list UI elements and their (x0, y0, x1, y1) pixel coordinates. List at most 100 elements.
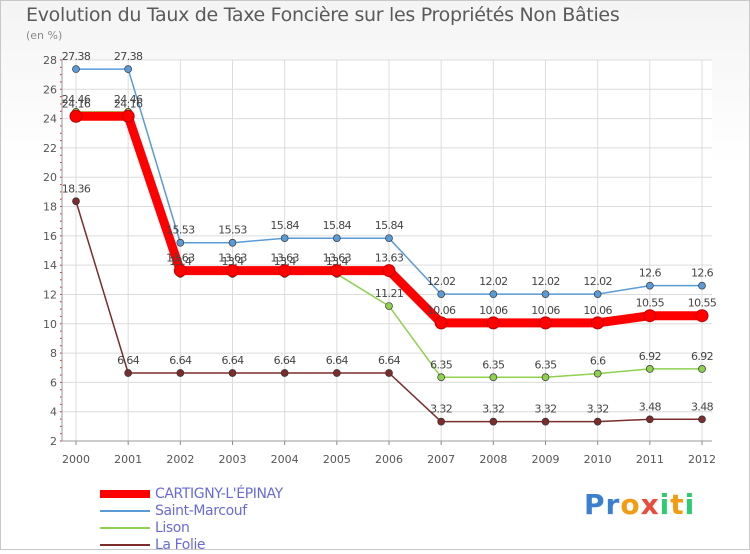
data-label: 24.46 (114, 93, 143, 106)
y-tick-label: 12 (43, 288, 57, 301)
logo-letter: i (684, 488, 696, 521)
data-point (385, 369, 393, 377)
y-tick-label: 14 (43, 259, 57, 272)
data-label: 27.38 (62, 50, 91, 63)
legend-swatch (100, 490, 150, 498)
y-tick-label: 18 (43, 201, 57, 214)
data-point (332, 234, 341, 243)
x-tick-label: 2007 (427, 453, 455, 466)
data-point (643, 309, 657, 323)
x-tick-label: 2006 (375, 453, 403, 466)
data-point (698, 281, 706, 290)
data-label: 12.6 (639, 267, 662, 280)
data-label: 12.02 (427, 275, 456, 288)
data-point (437, 373, 446, 382)
data-label: 12.02 (531, 275, 560, 288)
data-label: 6.6 (590, 355, 606, 368)
data-point (330, 264, 344, 278)
data-label: 13.4 (326, 255, 349, 268)
data-point (278, 264, 292, 278)
data-point (228, 238, 237, 247)
data-label: 24.46 (62, 93, 91, 106)
data-label: 11.21 (375, 287, 404, 300)
legend-swatch (100, 544, 150, 546)
data-label: 3.32 (482, 403, 504, 416)
y-tick-label: 10 (43, 318, 57, 331)
data-label: 15.84 (270, 219, 299, 232)
unit-label: (en %) (26, 29, 63, 42)
y-tick-label: 6 (50, 376, 57, 389)
y-tick-label: 16 (43, 230, 57, 243)
data-point (645, 281, 654, 290)
data-point (385, 302, 393, 310)
logo-letter: P (584, 488, 606, 521)
x-tick-label: 2004 (271, 453, 299, 466)
y-tick-label: 4 (50, 406, 57, 419)
data-label: 18.36 (62, 182, 91, 195)
data-label: 13.4 (169, 255, 192, 268)
data-label: 3.48 (691, 400, 714, 413)
x-tick-label: 2012 (688, 453, 716, 466)
data-label: 6.92 (691, 350, 713, 363)
data-point (489, 417, 498, 426)
data-label: 6.64 (378, 354, 401, 367)
data-label: 10.06 (531, 304, 560, 317)
data-label: 10.55 (688, 297, 717, 310)
data-point (698, 365, 706, 373)
legend-swatch (100, 527, 150, 529)
data-point (226, 264, 239, 278)
data-point (695, 309, 709, 323)
data-point (541, 290, 550, 299)
logo-letter: r (605, 488, 621, 521)
data-point (72, 197, 80, 206)
data-point (698, 415, 706, 424)
logo-letter: o (620, 488, 641, 521)
data-point (645, 415, 654, 424)
data-label: 15.53 (218, 224, 247, 237)
y-tick-label: 2 (50, 435, 57, 448)
legend-swatch (100, 510, 150, 512)
data-point (124, 65, 133, 73)
logo-letter: x (640, 488, 660, 521)
data-label: 6.64 (169, 354, 192, 367)
logo-letter: i (659, 488, 671, 521)
data-label: 10.55 (636, 297, 665, 310)
data-label: 6.64 (274, 354, 297, 367)
data-label: 12.6 (691, 267, 714, 280)
x-tick-label: 2002 (166, 453, 194, 466)
logo-letter: t (670, 488, 685, 521)
data-label: 10.06 (479, 304, 508, 317)
x-tick-label: 2003 (219, 453, 247, 466)
data-point (645, 365, 654, 373)
x-tick-label: 2009 (532, 453, 560, 466)
data-label: 24.16 (114, 97, 143, 110)
x-tick-label: 2011 (636, 453, 664, 466)
x-tick-label: 2005 (323, 453, 351, 466)
data-point (332, 369, 341, 377)
data-point (437, 290, 446, 299)
data-point (385, 234, 393, 243)
data-label: 6.35 (430, 358, 453, 371)
data-label: 13.63 (375, 252, 404, 265)
x-tick-label: 2001 (114, 453, 142, 466)
data-label: 13.63 (323, 252, 352, 265)
data-point (541, 417, 550, 426)
data-point (280, 369, 289, 377)
data-label: 13.4 (221, 255, 244, 268)
data-point (72, 65, 80, 73)
y-tick-label: 26 (43, 83, 57, 96)
data-point (541, 373, 550, 382)
plot-area (62, 60, 712, 441)
y-tick-label: 28 (43, 54, 57, 67)
data-label: 10.06 (427, 304, 456, 317)
data-point (280, 234, 289, 243)
data-label: 12.02 (583, 275, 612, 288)
data-point (539, 316, 552, 330)
data-point (382, 264, 396, 278)
data-label: 6.35 (534, 358, 557, 371)
data-label: 10.06 (583, 304, 612, 317)
data-label: 15.84 (375, 219, 404, 232)
data-point (121, 109, 135, 123)
legend-label: CARTIGNY-L'ÉPINAY (155, 486, 283, 502)
data-label: 15.84 (323, 219, 352, 232)
